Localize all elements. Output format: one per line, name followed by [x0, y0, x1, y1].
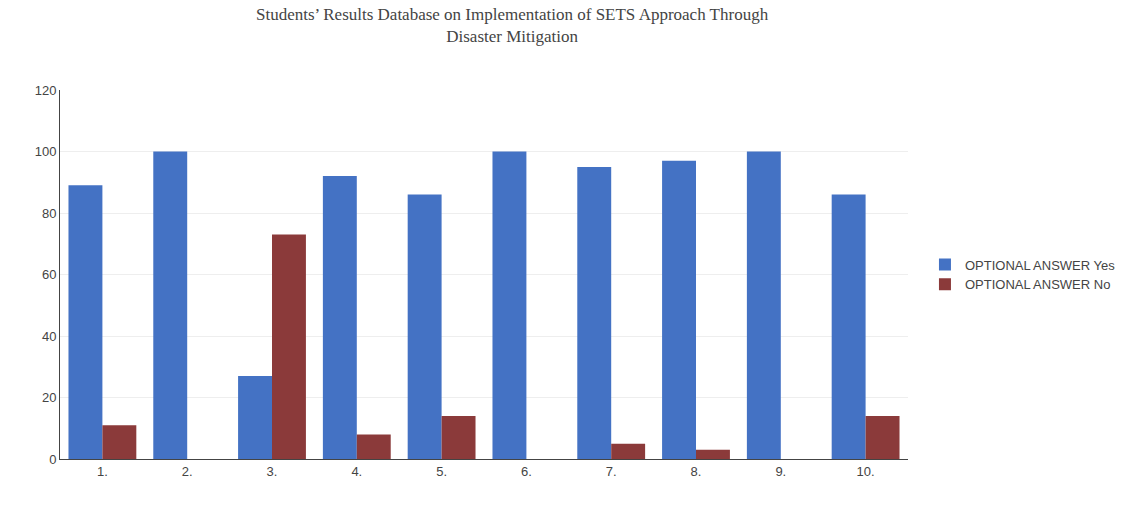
svg-text:6.: 6. — [521, 464, 532, 479]
svg-text:40: 40 — [42, 329, 56, 344]
svg-text:1.: 1. — [97, 464, 108, 479]
svg-text:80: 80 — [42, 206, 56, 221]
svg-text:OPTIONAL ANSWER No: OPTIONAL ANSWER No — [965, 277, 1110, 292]
svg-text:9.: 9. — [775, 464, 786, 479]
svg-text:8.: 8. — [691, 464, 702, 479]
svg-text:3.: 3. — [267, 464, 278, 479]
svg-text:4.: 4. — [351, 464, 362, 479]
svg-text:20: 20 — [42, 390, 56, 405]
svg-text:2.: 2. — [182, 464, 193, 479]
svg-text:7.: 7. — [606, 464, 617, 479]
svg-text:0: 0 — [49, 452, 56, 467]
svg-text:OPTIONAL ANSWER Yes: OPTIONAL ANSWER Yes — [965, 258, 1115, 273]
svg-text:120: 120 — [35, 83, 57, 98]
svg-text:5.: 5. — [436, 464, 447, 479]
svg-text:Students’ Results Database on: Students’ Results Database on Implementa… — [256, 5, 769, 46]
svg-text:100: 100 — [35, 144, 57, 159]
svg-text:10.: 10. — [857, 464, 875, 479]
svg-text:60: 60 — [42, 267, 56, 282]
